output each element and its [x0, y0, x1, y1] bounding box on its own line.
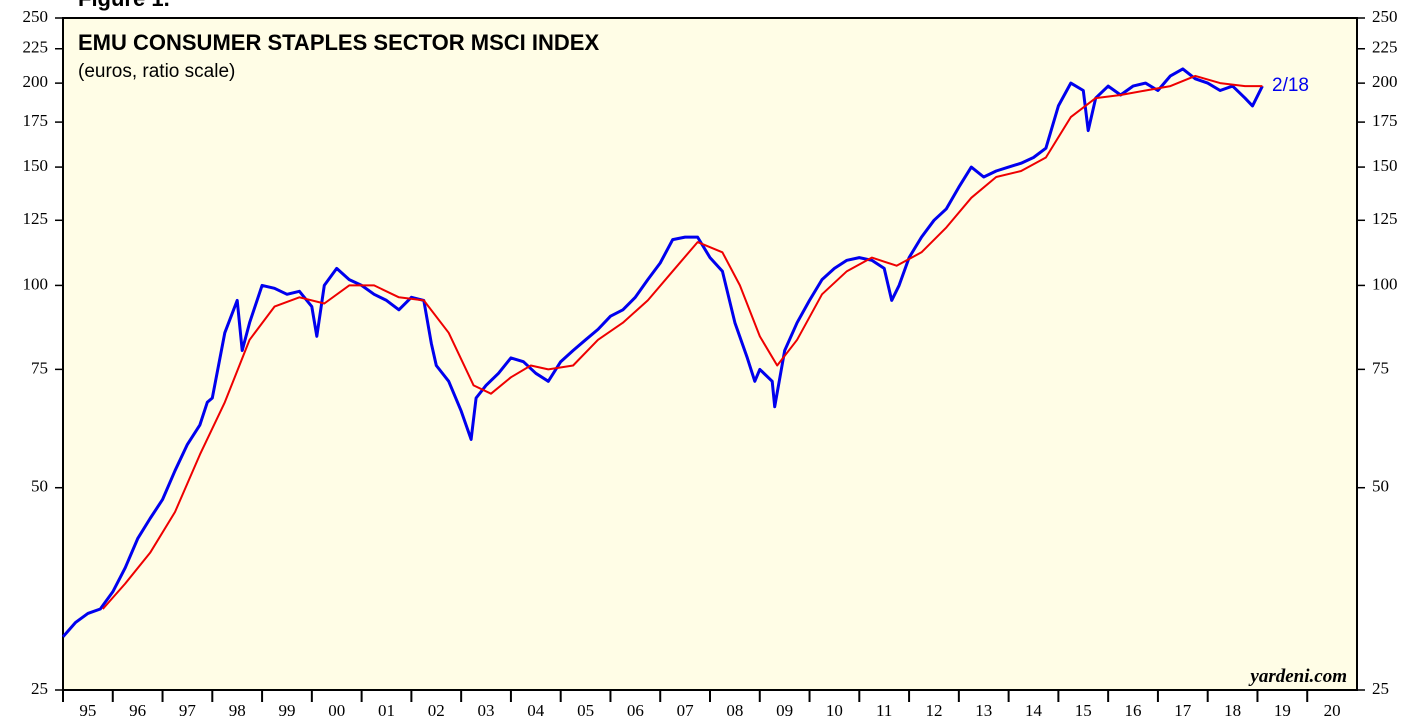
x-tick-label: 20 [1324, 701, 1341, 720]
x-tick-label: 13 [975, 701, 992, 720]
y-tick-label: 75 [31, 358, 48, 377]
x-tick-label: 98 [229, 701, 246, 720]
chart-title: EMU CONSUMER STAPLES SECTOR MSCI INDEX [78, 30, 599, 55]
x-tick-label: 02 [428, 701, 445, 720]
y-tick-label: 225 [23, 38, 49, 57]
x-tick-label: 17 [1174, 701, 1192, 720]
x-tick-label: 09 [776, 701, 793, 720]
x-tick-label: 04 [527, 701, 545, 720]
y-tick-label: 25 [31, 679, 48, 698]
x-tick-label: 96 [129, 701, 146, 720]
series-line [102, 74, 1263, 610]
y-tick-label: 200 [23, 72, 49, 91]
y-tick-label: 175 [23, 111, 49, 130]
y2-tick-label: 75 [1372, 358, 1389, 377]
x-tick-label: 95 [79, 701, 96, 720]
x-tick-label: 11 [876, 701, 892, 720]
x-tick-label: 10 [826, 701, 843, 720]
source: yardeni.com [1248, 666, 1347, 687]
annotation: 2/18 [1272, 75, 1309, 96]
y2-tick-label: 25 [1372, 679, 1389, 698]
x-tick-label: 14 [1025, 701, 1043, 720]
y2-tick-label: 100 [1372, 274, 1398, 293]
figure-label: Figure 1. [78, 0, 170, 11]
x-tick-label: 01 [378, 701, 395, 720]
y2-tick-label: 225 [1372, 38, 1398, 57]
x-tick-label: 16 [1125, 701, 1142, 720]
x-tick-label: 06 [627, 701, 644, 720]
x-tick-label: 97 [179, 701, 197, 720]
y-tick-label: 250 [23, 7, 49, 26]
x-tick-label: 00 [328, 701, 345, 720]
x-tick-label: 19 [1274, 701, 1291, 720]
series-line [61, 67, 1264, 638]
x-tick-label: 99 [278, 701, 295, 720]
y-tick-label: 100 [23, 274, 49, 293]
y-tick-label: 50 [31, 477, 48, 496]
chart-subtitle: (euros, ratio scale) [78, 61, 235, 82]
y2-tick-label: 250 [1372, 7, 1398, 26]
y2-tick-label: 125 [1372, 209, 1398, 228]
x-tick-label: 18 [1224, 701, 1241, 720]
y-tick-label: 150 [23, 156, 49, 175]
y2-tick-label: 50 [1372, 477, 1389, 496]
y2-tick-label: 150 [1372, 156, 1398, 175]
x-tick-label: 03 [478, 701, 495, 720]
x-tick-label: 12 [925, 701, 942, 720]
y-tick-label: 125 [23, 209, 49, 228]
plot-area [62, 17, 1358, 691]
x-tick-label: 08 [726, 701, 743, 720]
x-tick-label: 07 [677, 701, 695, 720]
x-tick-label: 15 [1075, 701, 1092, 720]
y2-tick-label: 200 [1372, 72, 1398, 91]
y2-tick-label: 175 [1372, 111, 1398, 130]
x-tick-label: 05 [577, 701, 594, 720]
